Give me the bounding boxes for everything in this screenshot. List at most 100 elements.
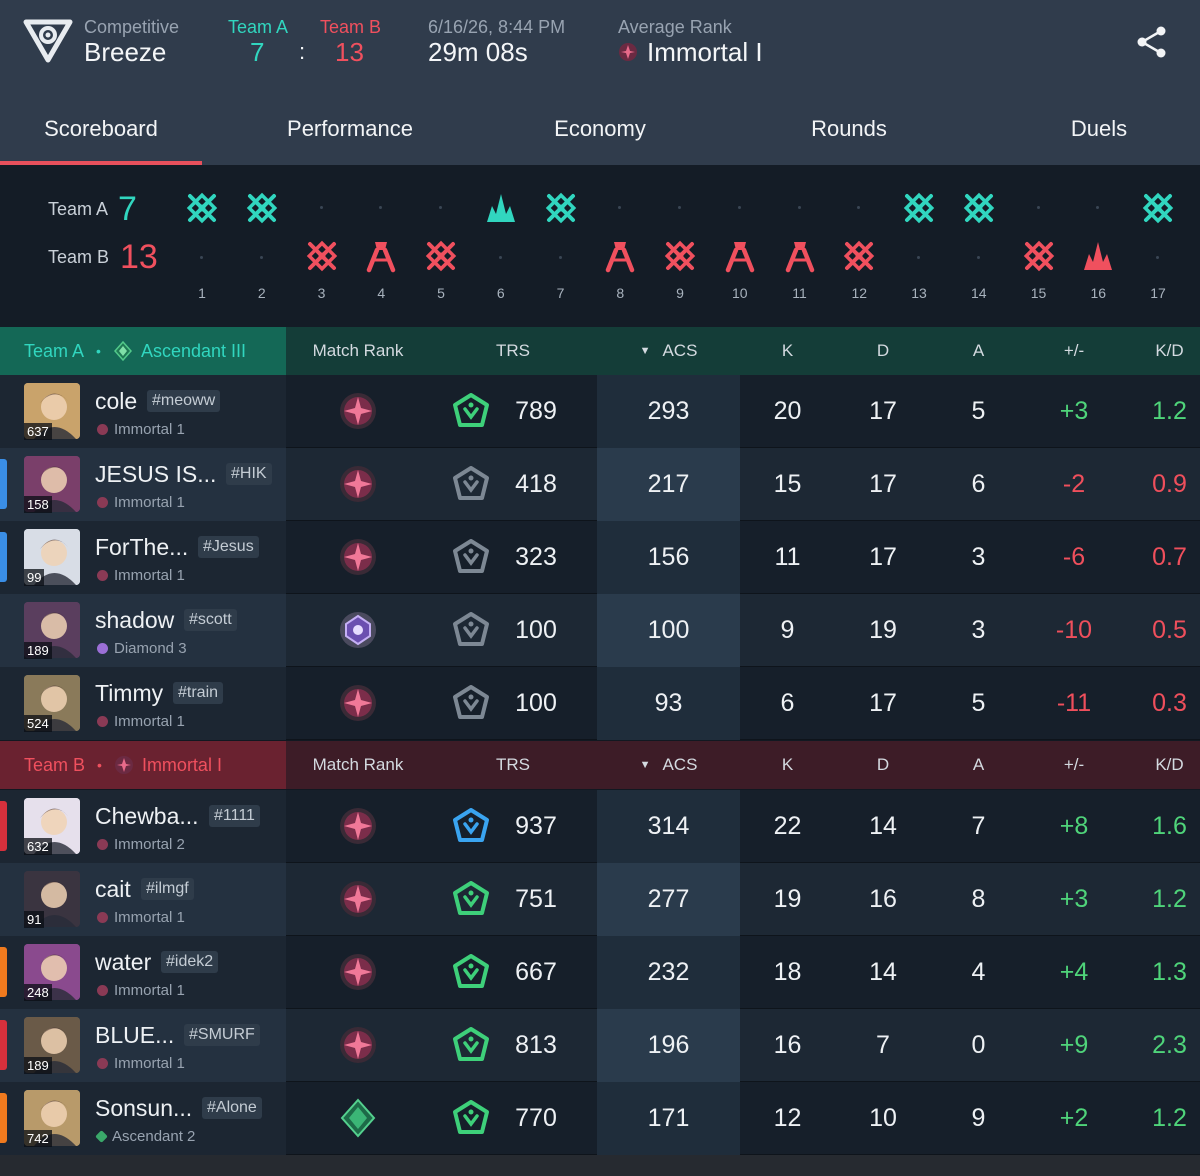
share-icon[interactable] [1136,25,1168,59]
round-11[interactable]: 11 [780,165,820,327]
round-3[interactable]: 3 [302,165,342,327]
player-row[interactable]: 99 ForThe... #Jesus Immortal 1 323 156 11 17 3 -6… [0,521,1200,594]
player-tag: #SMURF [184,1024,260,1046]
round-10[interactable]: 10 [720,165,760,327]
player-row[interactable]: 742 Sonsun... #Alone Ascendant 2 770 171 12 10 9… [0,1082,1200,1155]
round-number: 13 [911,285,927,301]
player-row[interactable]: 158 JESUS IS... #HIK Immortal 1 418 217 15 17 6 -… [0,448,1200,521]
player-name[interactable]: JESUS IS... [95,461,217,487]
round-5[interactable]: 5 [421,165,461,327]
round-12[interactable]: 12 [839,165,879,327]
round-17[interactable]: 17 [1138,165,1178,327]
tab-duels[interactable]: Duels [1070,115,1128,141]
player-row[interactable]: 248 water #idek2 Immortal 1 667 232 18 14 4 +4 1.3 [0,936,1200,1009]
player-name[interactable]: cole [95,388,138,414]
col-kd[interactable]: K/D [1155,755,1184,774]
col-trs[interactable]: TRS [496,755,530,774]
col-deaths[interactable]: D [876,755,890,774]
account-level: 158 [24,496,52,513]
player-row[interactable]: 189 shadow #scott Diamond 3 100 100 9 19 3 -10 0.5 [0,594,1200,667]
kd-value: 1.3 [1152,958,1187,986]
col-acs[interactable]: ▼ ACS [597,327,740,375]
tab-rounds[interactable]: Rounds [811,115,887,141]
timeline-team-b-score: 13 [120,238,158,276]
elimination-icon [903,192,935,224]
player-row[interactable]: 637 cole #meoww Immortal 1 789 293 20 17 5 +3 1.2 [0,375,1200,448]
player-rank: Ascendant 2 [95,1128,195,1145]
player-tag: #Alone [202,1097,262,1119]
player-rank: Immortal 1 [97,1055,185,1072]
tab-performance[interactable]: Performance [287,115,413,141]
plus-minus-value: +4 [1059,958,1089,986]
trs-value: 751 [515,885,557,913]
player-name[interactable]: Chewba... [95,803,199,829]
round-4[interactable]: 4 [361,165,401,327]
tab-economy[interactable]: Economy [554,115,646,141]
rank-mini-icon [97,643,108,654]
col-acs[interactable]: ▼ ACS [597,741,740,789]
player-tag: #meoww [147,390,221,412]
player-row[interactable]: 632 Chewba... #1111 Immortal 2 937 314 22 14 7 +8… [0,790,1200,863]
account-level: 189 [24,642,52,659]
elimination-icon [306,240,337,272]
player-row[interactable]: 524 Timmy #train Immortal 1 100 93 6 17 5 -11 0.3 [0,667,1200,740]
round-16[interactable]: 16 [1078,165,1118,327]
elimination-icon [545,192,576,224]
round-8[interactable]: 8 [600,165,640,327]
trs-value: 937 [515,812,557,840]
player-name[interactable]: Sonsun... [95,1095,193,1121]
col-trs[interactable]: TRS [496,341,530,360]
col-plus-minus[interactable]: +/- [1063,755,1085,774]
player-name[interactable]: BLUE... [95,1022,175,1048]
plus-minus-value: -11 [1056,689,1092,717]
col-plus-minus[interactable]: +/- [1063,341,1085,360]
header-team-a-label: Team A [228,17,289,37]
col-kd[interactable]: K/D [1155,341,1184,360]
player-row[interactable]: 189 BLUE... #SMURF Immortal 1 813 196 16 7 0 +9 2.… [0,1009,1200,1082]
round-6[interactable]: 6 [481,165,521,327]
assists-value: 3 [971,616,986,644]
round-number: 3 [317,285,326,301]
tab-scoreboard[interactable]: Scoreboard [0,92,202,165]
player-row[interactable]: 91 cait #ilmgf Immortal 1 751 277 19 16 8 +3 1.2 [0,863,1200,936]
score-separator: : [299,39,306,64]
col-kills[interactable]: K [781,341,794,360]
agent-portrait-icon [24,529,80,585]
player-name[interactable]: ForThe... [95,534,189,560]
player-name[interactable]: shadow [95,607,175,633]
round-2[interactable]: 2 [242,165,282,327]
col-match-rank[interactable]: Match Rank [312,341,404,360]
round-7[interactable]: 7 [541,165,581,327]
col-acs-label: ACS [662,341,698,360]
timeline-team-a-label: Team A [48,199,109,219]
match-rank-icon [340,954,376,990]
col-deaths[interactable]: D [876,341,890,360]
col-kills[interactable]: K [781,755,794,774]
round-13[interactable]: 13 [899,165,939,327]
round-14[interactable]: 14 [959,165,999,327]
round-1[interactable]: 1 [182,165,222,327]
player-tag: #scott [184,609,237,631]
round-empty-dot [498,256,502,259]
assists-value: 9 [971,1104,986,1132]
col-match-rank[interactable]: Match Rank [312,755,404,774]
assists-value: 8 [971,885,986,913]
round-9[interactable]: 9 [660,165,700,327]
player-name[interactable]: water [95,949,152,975]
trs-tier-icon [453,393,489,427]
agent-avatar [24,529,80,585]
timeline-team-b-label: Team B [48,247,110,267]
acs-highlight [597,594,740,667]
player-name[interactable]: cait [95,876,131,902]
kd-value: 0.3 [1152,689,1187,717]
round-number: 12 [851,285,868,301]
player-name[interactable]: Timmy [95,680,164,706]
col-assists[interactable]: A [972,341,985,360]
match-rank-icon [340,393,376,429]
col-assists[interactable]: A [972,755,985,774]
team-a-header: Team A • Ascendant III Match Rank TRS ▼ … [0,327,1200,375]
bottom-backdrop [0,1155,1200,1176]
round-15[interactable]: 15 [1019,165,1059,327]
player-tag: #train [173,682,224,704]
round-empty-dot [737,206,741,209]
